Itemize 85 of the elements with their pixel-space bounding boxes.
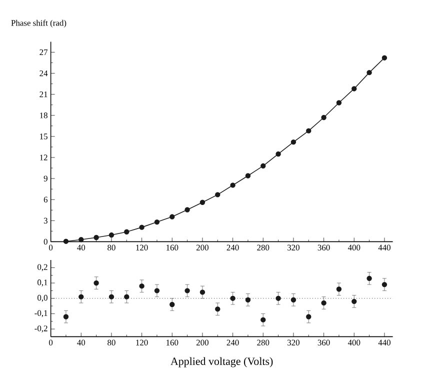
x-tick-label: 400: [348, 244, 360, 250]
point: [276, 151, 281, 157]
x-tick-label: 0: [49, 244, 53, 250]
point: [260, 317, 266, 322]
point: [230, 182, 236, 188]
x-tick-label: 400: [348, 340, 360, 346]
point: [321, 300, 326, 306]
point: [336, 286, 342, 292]
point: [63, 238, 69, 244]
x-tick-label: 200: [196, 244, 208, 250]
y-tick-label: 3: [44, 218, 48, 224]
point: [94, 280, 99, 286]
y-tick-label: 21: [40, 92, 48, 98]
point: [139, 283, 144, 289]
point: [352, 298, 357, 304]
point: [382, 282, 388, 288]
point: [352, 86, 357, 92]
y-tick-label: 0,1: [38, 280, 48, 286]
x-tick-label: 280: [257, 244, 270, 250]
x-tick-label: 360: [318, 340, 330, 346]
x-tick-label: 320: [288, 244, 300, 250]
point: [63, 314, 69, 320]
point: [245, 297, 251, 302]
point: [139, 224, 144, 230]
x-tick-label: 80: [108, 244, 116, 250]
point: [78, 236, 84, 242]
x-axis-title: Applied voltage (Volts): [170, 357, 273, 368]
y-tick-label: 24: [40, 70, 48, 76]
x-tick-label: 320: [288, 340, 300, 346]
point: [306, 314, 312, 320]
y-tick-label: 0: [44, 238, 48, 245]
y-tick-label: 18: [40, 112, 48, 118]
x-tick-label: 440: [378, 244, 390, 250]
x-tick-label: 40: [77, 340, 86, 346]
point: [124, 294, 130, 300]
point: [260, 163, 266, 169]
y-tick-label: 0,0: [38, 294, 48, 302]
x-tick-label: 240: [226, 340, 239, 346]
point: [276, 296, 281, 301]
point: [170, 302, 175, 308]
x-tick-label: 440: [378, 340, 390, 346]
y-tick-label: 15: [40, 134, 48, 140]
point: [366, 70, 372, 76]
point: [154, 219, 160, 225]
point: [108, 232, 114, 238]
x-tick-label: 0: [49, 340, 53, 346]
point: [200, 290, 206, 295]
x-tick-label: 40: [77, 244, 86, 250]
x-tick-label: 280: [257, 340, 270, 346]
point: [321, 114, 326, 120]
point: [154, 288, 160, 294]
point: [366, 276, 372, 282]
point: [290, 297, 296, 302]
point: [200, 200, 206, 205]
x-tick-label: 160: [166, 244, 178, 250]
y-tick-label: 0,2: [38, 264, 48, 272]
point: [336, 100, 342, 106]
point: [382, 55, 388, 60]
y-tick-label: 27: [40, 49, 48, 56]
point: [184, 207, 190, 212]
y-tick-label: -0,1: [34, 310, 48, 318]
point: [306, 128, 312, 134]
point: [78, 294, 84, 300]
y-tick-label: 12: [40, 154, 48, 160]
x-tick-label: 80: [108, 340, 116, 346]
point: [215, 306, 220, 312]
x-tick-label: 360: [318, 244, 330, 250]
point: [245, 173, 251, 178]
point: [215, 192, 220, 198]
x-tick-label: 240: [226, 244, 239, 250]
x-tick-label: 120: [136, 244, 148, 250]
x-tick-label: 120: [136, 340, 148, 346]
x-tick-label: 160: [166, 340, 178, 346]
point: [170, 214, 175, 220]
x-tick-label: 200: [196, 340, 208, 346]
point: [290, 139, 296, 145]
y-tick-label: 9: [44, 176, 48, 182]
y-tick-label: -0,2: [34, 326, 48, 332]
y-tick-label: 6: [44, 196, 48, 202]
point: [124, 229, 130, 234]
point: [184, 288, 190, 294]
point: [108, 294, 114, 300]
point: [94, 234, 99, 240]
point: [230, 296, 236, 301]
y-axis-title: Phase shift (rad): [11, 20, 66, 28]
